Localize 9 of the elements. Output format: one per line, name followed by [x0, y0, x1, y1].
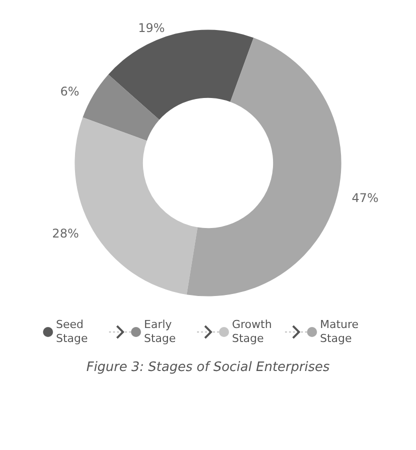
- data-label: 47%: [352, 191, 378, 206]
- caption: Figure 3: Stages of Social Enterprises: [85, 360, 331, 375]
- data-label: 28%: [52, 226, 79, 240]
- legend-label: Seed Stage: [56, 318, 89, 346]
- legend-label: Mature Stage: [320, 318, 360, 346]
- legend-label: Early Stage: [144, 318, 177, 346]
- data-label: 6%: [60, 84, 80, 99]
- data-label: 19%: [138, 20, 165, 35]
- legend-label: Growth Stage: [232, 318, 273, 346]
